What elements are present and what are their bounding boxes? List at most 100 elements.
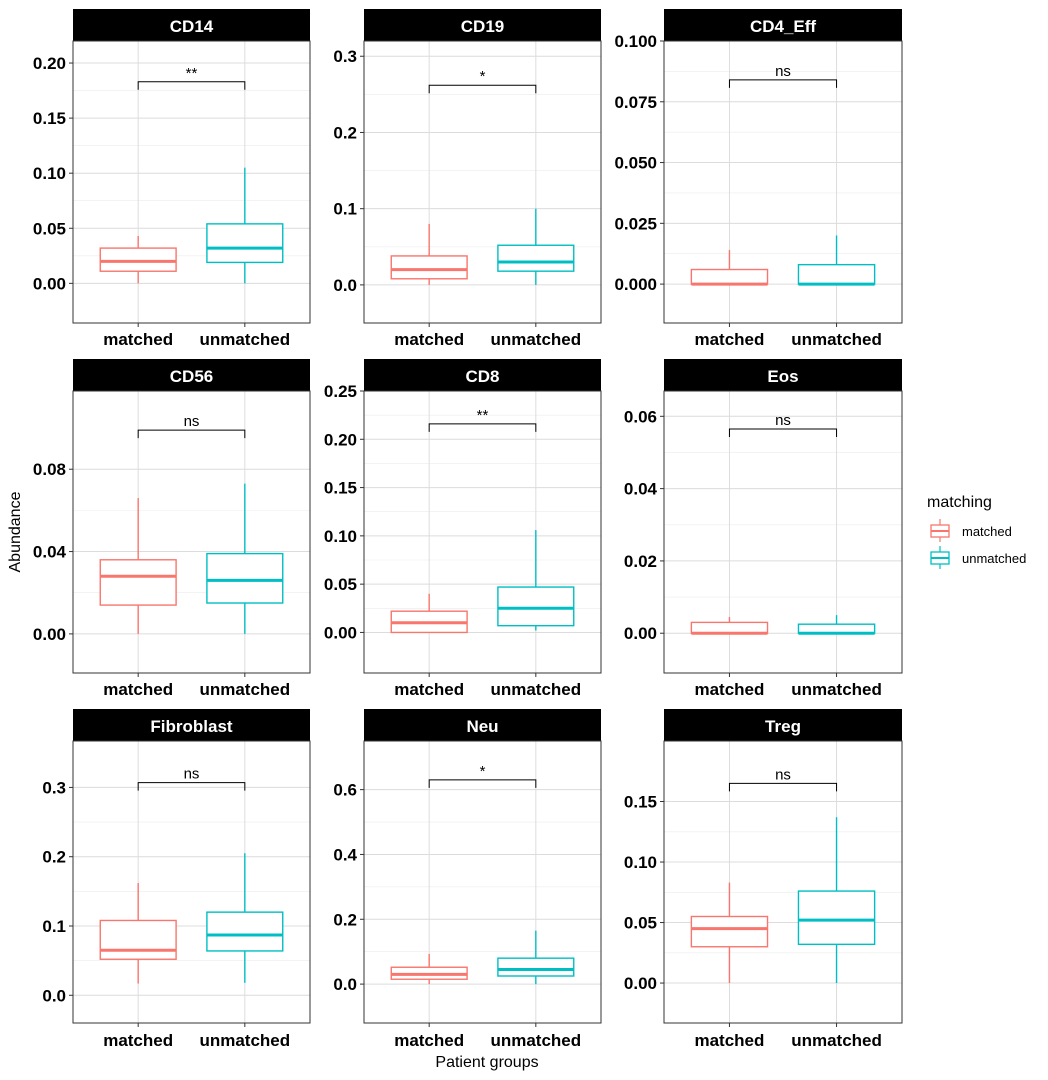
panel-neu-ytick-label: 0.4 [333, 845, 357, 864]
panel-eos-ytick-label: 0.06 [624, 407, 657, 426]
panel-cd14-iqr-box [206, 223, 284, 264]
panel-fibroblast-significance-label: ns [184, 766, 200, 783]
legend: matching matched unmatched [927, 494, 1026, 569]
panel-cd8-ytick-label: 0.15 [324, 479, 357, 498]
panel-cd8-ytick-label: 0.00 [324, 623, 357, 642]
panel-fibroblast-strip [73, 709, 310, 741]
panel-fibroblast: Fibroblast 0.0 0.1 0.2 0.3 ns matched unmatched [42, 709, 311, 1050]
panel-cd14-xtick-label: unmatched [199, 330, 290, 349]
panel-treg-strip [664, 709, 902, 741]
panel-neu-xtick-label: unmatched [490, 1031, 581, 1050]
panel-cd8-xtick-label: unmatched [490, 680, 581, 699]
panel-fibroblast-ytick-label: 0.3 [42, 778, 66, 797]
panel-cd56-xtick-label: matched [103, 680, 173, 699]
panel-fibroblast-box-matched [99, 883, 177, 984]
legend-item-matched: matched [930, 519, 1012, 542]
panel-cd14-significance-bracket [137, 81, 246, 90]
panel-fibroblast-background [73, 741, 310, 1023]
panel-cd8-strip [364, 359, 601, 391]
panel-cd8-title: CD8 [465, 367, 499, 386]
panel-treg-xtick-label: unmatched [791, 1031, 882, 1050]
panel-fibroblast-ytick-label: 0.1 [42, 917, 66, 936]
panel-cd4-eff-iqr-box [690, 268, 769, 285]
panel-cd4-eff-significance-label: ns [775, 63, 791, 80]
panel-cd8-xtick-label: matched [394, 680, 464, 699]
panel-eos-ytick-label: 0.02 [624, 552, 657, 571]
legend-title: matching [927, 494, 992, 511]
panel-treg-title: Treg [765, 717, 801, 736]
panel-treg-box-matched [690, 882, 769, 984]
panel-cd14-ytick-label: 0.00 [33, 274, 66, 293]
panel-treg-background [664, 741, 902, 1023]
legend-label: unmatched [962, 551, 1026, 566]
panel-neu-significance-label: * [480, 763, 486, 780]
panel-cd19: CD19 0.0 0.1 0.2 0.3 * matched unmatched [333, 9, 602, 349]
panel-cd19-strip [364, 9, 601, 41]
panel-cd56: CD56 0.00 0.04 0.08 ns matched unmatched [33, 359, 311, 699]
panel-cd19-ytick-label: 0.0 [333, 276, 357, 295]
panel-fibroblast-ytick-label: 0.2 [42, 848, 66, 867]
panel-cd19-ytick-label: 0.1 [333, 200, 357, 219]
panel-fibroblast-xtick-label: matched [103, 1031, 173, 1050]
panel-cd56-ytick-label: 0.00 [33, 625, 66, 644]
panel-treg-xtick-label: matched [694, 1031, 764, 1050]
panel-cd4-eff: CD4_Eff 0.000 0.025 0.050 0.075 0.100 ns matche… [614, 9, 903, 349]
panel-cd8-significance-label: ** [477, 407, 489, 424]
panel-fibroblast-xtick-label: unmatched [199, 1031, 290, 1050]
panel-eos-significance-bracket [728, 428, 838, 437]
panel-cd19-ytick-label: 0.3 [333, 47, 357, 66]
panel-cd19-significance-label: * [480, 68, 486, 85]
panel-eos-box-matched [690, 616, 769, 635]
panel-cd14-title: CD14 [170, 17, 214, 36]
panel-cd14-iqr-box [99, 247, 177, 272]
panel-treg: Treg 0.00 0.05 0.10 0.15 ns matched unmatched [624, 709, 903, 1050]
panel-treg-border [663, 740, 903, 1024]
panel-eos-ytick-label: 0.00 [624, 624, 657, 643]
panel-cd8: CD8 0.00 0.05 0.10 0.15 0.20 0.25 ** matched unma… [324, 359, 602, 699]
panel-cd14-ytick-label: 0.10 [33, 164, 66, 183]
panel-cd14-ytick-label: 0.15 [33, 109, 66, 128]
panel-cd14-background [73, 41, 310, 323]
panel-cd56-box-matched [99, 498, 177, 634]
panel-treg-significance-bracket [728, 782, 838, 792]
panel-cd8-ytick-label: 0.10 [324, 527, 357, 546]
panel-neu-box-matched [390, 953, 468, 985]
panel-eos: Eos 0.00 0.02 0.04 0.06 ns matched unmatched [624, 359, 903, 699]
panel-eos-title: Eos [767, 367, 798, 386]
panel-treg-iqr-box [797, 890, 876, 946]
panel-eos-iqr-box [690, 621, 769, 634]
panel-cd4-eff-title: CD4_Eff [750, 17, 816, 36]
panel-cd56-title: CD56 [170, 367, 213, 386]
panel-cd56-ytick-label: 0.08 [33, 460, 66, 479]
panel-cd4-eff-xtick-label: unmatched [791, 330, 882, 349]
panel-treg-iqr-box [690, 915, 769, 948]
panel-cd4-eff-ytick-label: 0.075 [614, 93, 657, 112]
panel-cd19-xtick-label: unmatched [490, 330, 581, 349]
panel-cd19-border [363, 40, 602, 324]
panel-cd14-significance-label: ** [186, 65, 198, 82]
panel-fibroblast-box-unmatched [206, 853, 284, 983]
panel-treg-ytick-label: 0.00 [624, 974, 657, 993]
panel-treg-box-unmatched [797, 817, 876, 984]
panel-eos-xtick-label: unmatched [791, 680, 882, 699]
panel-cd4-eff-strip [664, 9, 902, 41]
legend-label: matched [962, 524, 1012, 539]
panel-cd4-eff-ytick-label: 0.000 [614, 275, 657, 294]
panel-fibroblast-ytick-label: 0.0 [42, 986, 66, 1005]
panel-eos-xtick-label: matched [694, 680, 764, 699]
panel-fibroblast-border [72, 740, 311, 1024]
panel-cd19-iqr-box [497, 244, 575, 272]
panel-cd56-box-unmatched [206, 483, 284, 634]
panel-cd14: CD14 0.00 0.05 0.10 0.15 0.20 ** matched unmatch… [33, 9, 311, 349]
panel-cd8-ytick-label: 0.05 [324, 575, 357, 594]
panel-neu-ytick-label: 0.2 [333, 910, 357, 929]
panel-neu-xtick-label: matched [394, 1031, 464, 1050]
panel-cd56-background [73, 391, 310, 673]
panel-cd56-border [72, 390, 311, 674]
panel-cd4-eff-ytick-label: 0.025 [614, 214, 657, 233]
legend-item-unmatched: unmatched [930, 546, 1026, 569]
panel-cd4-eff-iqr-box [797, 263, 876, 285]
panel-cd14-strip [73, 9, 310, 41]
